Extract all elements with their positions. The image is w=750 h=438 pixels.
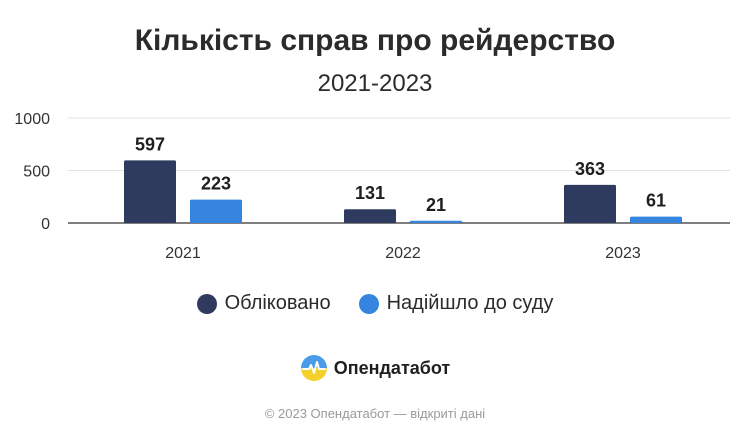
opendatabot-logo-icon: [300, 355, 327, 381]
data-label: 21: [426, 195, 446, 215]
x-tick-label: 2022: [385, 245, 421, 262]
legend-item-court[interactable]: Надійшло до суду: [358, 292, 554, 315]
x-tick-label: 2023: [605, 245, 641, 262]
y-tick-label: 0: [41, 216, 50, 233]
bar: [410, 220, 462, 223]
y-tick-label: 500: [23, 164, 50, 181]
bar: [190, 199, 242, 223]
bar: [124, 160, 176, 223]
legend-item-registered[interactable]: Обліковано: [196, 292, 331, 315]
brand-name: Опендатабот: [333, 357, 451, 378]
bar-chart: 0 500 1000 597 223 2021 131 21 2022 363 61 2023: [14, 111, 730, 262]
data-label: 223: [201, 174, 231, 194]
brand: Опендатабот: [0, 354, 750, 382]
legend-label-registered: Обліковано: [224, 292, 331, 314]
legend-dot-court: [358, 293, 379, 314]
footer-copyright: © 2023 Опендатабот — відкриті дані: [264, 406, 486, 421]
data-label: 363: [575, 159, 605, 179]
data-label: 61: [646, 191, 666, 211]
chart-subtitle: 2021-2023: [317, 70, 433, 97]
x-tick-label: 2021: [165, 245, 201, 262]
bar: [630, 216, 682, 223]
legend-label-court: Надійшло до суду: [386, 292, 554, 314]
legend-dot-registered: [196, 293, 217, 314]
bar: [344, 209, 396, 223]
y-tick-label: 1000: [14, 111, 50, 128]
chart-title: Кількість справ про рейдерство: [134, 24, 616, 57]
data-label: 131: [355, 183, 385, 203]
chart-legend: Обліковано Надійшло до суду: [0, 292, 750, 315]
data-label: 597: [135, 134, 165, 154]
bar: [564, 184, 616, 223]
